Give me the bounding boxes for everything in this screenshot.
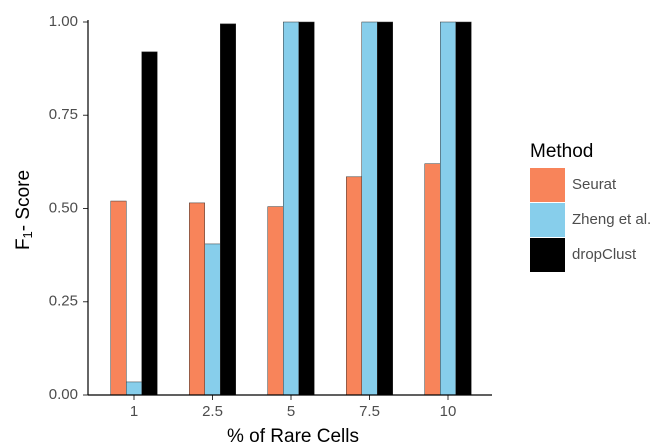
x-axis-title: % of Rare Cells [227, 426, 359, 447]
bar [220, 23, 236, 396]
legend-key [530, 168, 565, 202]
x-tick-label: 1 [130, 403, 138, 420]
legend-label: dropClust [572, 246, 637, 263]
bar [346, 176, 362, 396]
x-tick-label: 5 [287, 403, 295, 420]
x-tick-label: 7.5 [359, 403, 380, 420]
bar [126, 381, 142, 396]
bar [440, 21, 456, 396]
bar [141, 51, 158, 396]
y-axis-title: F1- Score [13, 170, 35, 250]
bar [110, 200, 127, 396]
y-tick-label: 0.50 [49, 199, 78, 216]
x-tick-label: 10 [440, 403, 457, 420]
y-title-main: F [13, 238, 34, 250]
bar [424, 163, 441, 396]
y-tick-label: 0.00 [49, 386, 78, 403]
x-tick-label: 2.5 [202, 403, 223, 420]
bar [189, 202, 205, 396]
legend-label: Seurat [572, 176, 617, 193]
y-tick-label: 0.75 [49, 106, 78, 123]
y-title-rest: - Score [13, 170, 34, 231]
y-tick-label: 1.00 [49, 13, 78, 30]
legend-key [530, 203, 565, 237]
bar [455, 21, 472, 396]
legend-title: Method [530, 141, 593, 162]
bar [361, 21, 378, 396]
bar [377, 21, 393, 396]
bar [298, 21, 315, 396]
legend-label: Zheng et al. [572, 211, 651, 228]
bar [204, 243, 221, 396]
bar [267, 206, 284, 396]
y-title-subscript: 1 [20, 231, 35, 238]
y-tick-label: 0.25 [49, 293, 78, 310]
bar [283, 21, 299, 396]
legend-key [530, 238, 565, 272]
